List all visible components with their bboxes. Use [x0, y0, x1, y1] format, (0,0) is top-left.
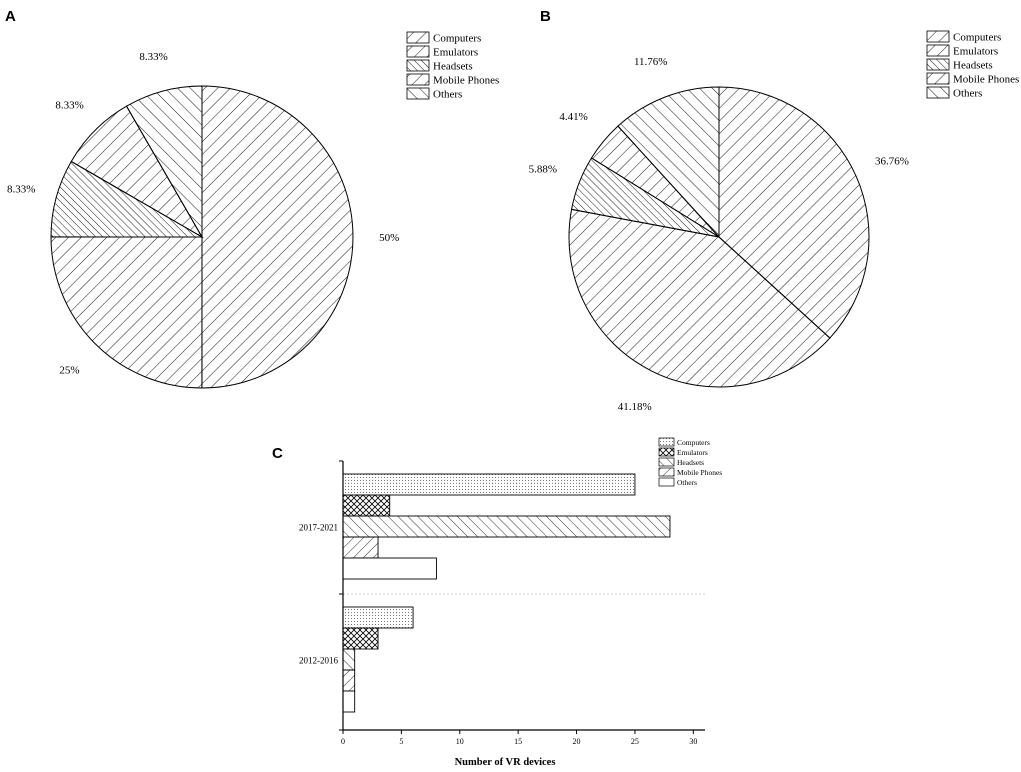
legend-swatch-computers: [926, 30, 950, 43]
panel-letter-b: B: [540, 8, 551, 25]
bar-2017-2021-emulators: [342, 494, 391, 517]
legend-swatch-emulators: [658, 447, 675, 457]
legend-b: Computers Emulators Headsets Mobile Phones O…: [926, 30, 1019, 100]
bar-2017-2021-computers: [342, 473, 636, 496]
pie-label-others: 11.76%: [634, 56, 668, 68]
category-label-2012-2016: 2012-2016: [299, 656, 338, 666]
bar-2012-2016-headsets: [342, 648, 356, 671]
bar-2017-2021-mobile-phones: [342, 536, 379, 559]
legend-label-mobile-phones: Mobile Phones: [433, 75, 499, 87]
legend-swatch-headsets: [406, 59, 430, 72]
legend-label-emulators: Emulators: [433, 47, 478, 59]
legend-swatch-mobile-phones: [658, 467, 675, 477]
legend-label-others: Others: [953, 88, 982, 100]
x-tick-label-30: 30: [689, 737, 697, 746]
legend-label-mobile-phones: Mobile Phones: [677, 468, 722, 477]
bar-2017-2021-others: [342, 557, 437, 580]
pie-label-emulators: 8.33%: [55, 100, 83, 112]
pie-label-headsets: 8.33%: [7, 184, 35, 196]
pie-slice-computers: [50, 236, 203, 389]
legend-label-headsets: Headsets: [953, 60, 993, 72]
pie-label-computers: 25%: [59, 364, 79, 376]
x-tick-label-5: 5: [399, 737, 403, 746]
legend-a: Computers Emulators Headsets Mobile Phones O…: [406, 31, 499, 101]
pie-label-emulators: 4.41%: [559, 111, 587, 123]
bar-chart-c: 2017-2021 2012-2016 0 5 10 15 20 25 30 Number of …: [299, 460, 705, 768]
x-tick-label-15: 15: [514, 737, 522, 746]
pie-label-others: 8.33%: [139, 51, 167, 63]
category-label-2017-2021: 2017-2021: [299, 523, 338, 533]
legend-swatch-headsets: [926, 58, 950, 71]
legend-swatch-others: [926, 86, 950, 99]
pie-chart-a: 50% 25% 8.33% 8.33% 8.33%: [7, 51, 399, 389]
pie-label-headsets: 5.88%: [529, 164, 557, 176]
legend-swatch-computers: [406, 31, 430, 44]
panel-letter-c: C: [272, 445, 283, 462]
pie-label-mobile-phones: 36.76%: [875, 156, 909, 168]
legend-swatch-emulators: [926, 44, 950, 57]
legend-swatch-headsets: [658, 457, 675, 467]
x-tick-label-0: 0: [341, 737, 345, 746]
legend-label-mobile-phones: Mobile Phones: [953, 74, 1019, 86]
legend-label-computers: Computers: [433, 33, 481, 45]
pie-label-computers: 41.18%: [618, 401, 652, 413]
legend-swatch-emulators: [406, 45, 430, 58]
bar-2012-2016-mobile-phones: [342, 669, 356, 692]
legend-label-others: Others: [433, 89, 462, 101]
pie-chart-b: 36.76% 41.18% 5.88% 4.41% 11.76%: [529, 56, 909, 413]
bar-2017-2021-headsets: [342, 515, 671, 538]
legend-swatch-others: [658, 477, 675, 487]
legend-swatch-mobile-phones: [406, 73, 430, 86]
pie-slice-mobile-phones: [718, 86, 870, 339]
bar-2012-2016-others: [342, 690, 356, 713]
pie-slice-others: [125, 85, 203, 239]
legend-label-others: Others: [677, 478, 697, 487]
bar-2012-2016-emulators: [342, 627, 379, 650]
legend-swatch-mobile-phones: [926, 72, 950, 85]
legend-label-headsets: Headsets: [433, 61, 473, 73]
pie-label-mobile-phones: 50%: [379, 232, 399, 244]
x-axis-label: Number of VR devices: [455, 757, 556, 768]
bar-2012-2016-computers: [342, 606, 414, 629]
pie-slice-others: [617, 86, 720, 239]
legend-label-emulators: Emulators: [677, 448, 708, 457]
legend-swatch-computers: [658, 437, 675, 447]
x-tick-label-10: 10: [456, 737, 464, 746]
legend-swatch-others: [406, 87, 430, 100]
x-tick-label-20: 20: [573, 737, 581, 746]
pie-slice-computers: [568, 208, 831, 388]
legend-label-computers: Computers: [953, 32, 1001, 44]
legend-label-computers: Computers: [677, 438, 710, 447]
pie-slice-mobile-phones: [201, 85, 354, 389]
panel-letter-a: A: [5, 8, 16, 25]
x-tick-label-25: 25: [631, 737, 639, 746]
legend-label-headsets: Headsets: [677, 458, 704, 467]
legend-label-emulators: Emulators: [953, 46, 998, 58]
